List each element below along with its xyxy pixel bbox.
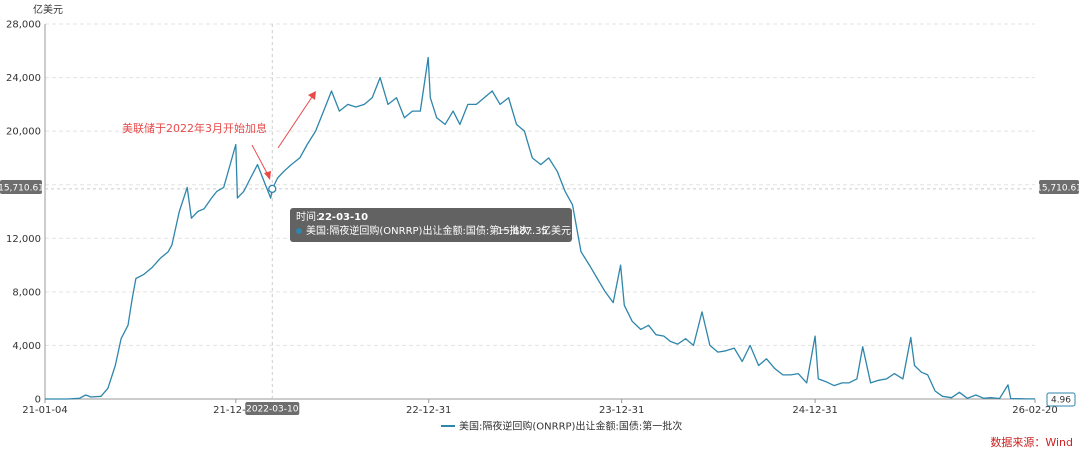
x-tick-label: 21-01-04 bbox=[22, 405, 67, 416]
legend-label: 美国:隔夜逆回购(ONRRP)出让金额:国债:第一批次 bbox=[459, 420, 682, 433]
y-tick-label: 0 bbox=[35, 395, 41, 406]
data-source: 数据来源：Wind bbox=[990, 435, 1073, 449]
tooltip-time-value: 22-03-10 bbox=[318, 212, 368, 223]
last-value-text: 4.96 bbox=[1051, 396, 1071, 406]
legend[interactable]: 美国:隔夜逆回购(ONRRP)出让金额:国债:第一批次 bbox=[441, 420, 682, 433]
crosshair-y-label-right: 15,710.61 bbox=[1036, 180, 1080, 194]
y-tick-label: 12,000 bbox=[6, 234, 41, 245]
annotation-text: 美联储于2022年3月开始加息 bbox=[122, 121, 267, 135]
y-tick-label: 24,000 bbox=[6, 73, 41, 84]
crosshair-y-value-right: 15,710.61 bbox=[1036, 184, 1080, 194]
tooltip-unit: 亿美元 bbox=[541, 224, 571, 237]
crosshair-x-value: 2022-03-10 bbox=[246, 405, 299, 415]
last-value-marker: 4.96 bbox=[1046, 392, 1076, 407]
tooltip-time-label: 时间: bbox=[296, 210, 319, 223]
x-tick-label: 23-12-31 bbox=[599, 405, 644, 416]
y-tick-label: 28,000 bbox=[6, 20, 41, 31]
annotation-arrow-up bbox=[277, 96, 313, 149]
series-line-onrrp bbox=[45, 56, 1035, 400]
y-axis-ticks: 04,0008,00012,00016,00020,00024,00028,00… bbox=[6, 20, 41, 406]
annotation-arrow-down bbox=[251, 144, 269, 176]
crosshair-x-label: 2022-03-10 bbox=[245, 402, 300, 415]
x-axis-ticks: 21-01-04 21-12-31 22-12-31 23-12-31 24-12-31… bbox=[22, 399, 1058, 416]
y-tick-label: 4,000 bbox=[12, 341, 41, 352]
tooltip-value: 15,687.35 bbox=[497, 226, 548, 237]
x-tick-label: 22-12-31 bbox=[406, 405, 451, 416]
x-tick-label: 24-12-31 bbox=[792, 405, 837, 416]
annotation-arrowhead-down bbox=[264, 171, 271, 180]
hover-point bbox=[268, 184, 277, 194]
annotation-arrowhead-up bbox=[308, 91, 316, 100]
x-tick-label: 26-02-20 bbox=[1012, 405, 1057, 416]
tooltip-series-label: 美国:隔夜逆回购(ONRRP)出让金额:国债:第一批次: bbox=[306, 224, 533, 237]
crosshair-y-value-left: 15,710.61 bbox=[0, 184, 44, 194]
tooltip: 时间: 22-03-10 美国:隔夜逆回购(ONRRP)出让金额:国债:第一批次… bbox=[290, 208, 572, 242]
rate-hike-annotation: 美联储于2022年3月开始加息 bbox=[122, 91, 316, 180]
y-axis-unit: 亿美元 bbox=[33, 3, 63, 16]
x-tick-label: 21-12-31 bbox=[213, 405, 258, 416]
tooltip-series-dot bbox=[296, 228, 302, 234]
grid-lines bbox=[44, 23, 1035, 400]
y-tick-label: 8,000 bbox=[12, 287, 41, 298]
crosshair-y-label-left: 15,710.61 bbox=[0, 180, 44, 194]
y-tick-label: 20,000 bbox=[6, 127, 41, 138]
